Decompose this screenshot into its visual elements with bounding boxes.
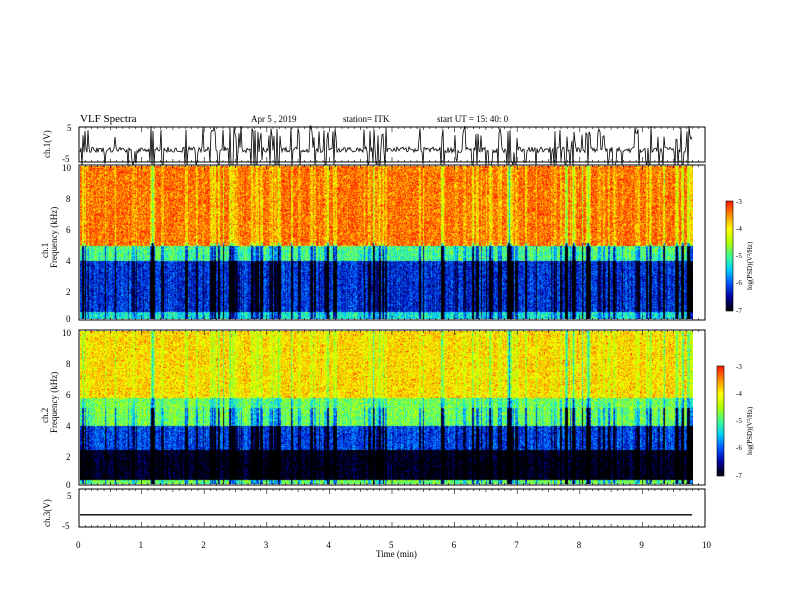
ch1-waveform-panel: 5 -5 ch.1(V) xyxy=(42,123,706,167)
ch1-spectrogram-ylabel-2: Frequency (kHz) xyxy=(49,207,59,268)
x-axis-label: Time (min) xyxy=(376,549,417,559)
x-tick-label: 3 xyxy=(264,540,269,550)
x-tick-label: 7 xyxy=(514,540,519,550)
ch2-ytick-4: 4 xyxy=(66,421,71,431)
ch2-spectrogram-yticks: 0 2 4 6 8 10 xyxy=(62,328,72,490)
x-tick-label: 1 xyxy=(139,540,144,550)
ch3-waveform-panel: 5 -5 ch.3(V) xyxy=(42,488,706,531)
ch2-cbar-tick-m4: -4 xyxy=(736,390,742,398)
date-label: Apr 5 , 2019 xyxy=(251,114,297,124)
ch1-ytick-bottom: -5 xyxy=(62,154,70,164)
ch1-spectrogram-ylabel-1: ch.1 xyxy=(40,243,50,258)
ch1-colorbar-label: log(PSD)(V²/Hz) xyxy=(746,241,754,290)
ch1-ytick-top: 5 xyxy=(67,123,72,133)
ch3-waveform-ylabel: ch.3(V) xyxy=(42,499,52,527)
ch3-ytick-bottom: -5 xyxy=(62,521,70,531)
ch1-cbar-tick-m7: -7 xyxy=(736,307,742,315)
ch1-colorbar-frame xyxy=(725,200,734,312)
ch1-spectrogram-panel: 0 2 4 6 8 10 ch.1 Frequency (kHz) -3 -4 … xyxy=(40,163,754,324)
ch1-ytick-2: 2 xyxy=(66,287,71,297)
ch1-cbar-tick-m4: -4 xyxy=(736,225,742,233)
x-tick-label: 4 xyxy=(326,540,331,550)
ch2-ytick-6: 6 xyxy=(66,390,71,400)
ch3-ytick-top: 5 xyxy=(67,491,72,501)
ch2-spectrogram-image xyxy=(80,331,693,484)
ch2-ytick-0: 0 xyxy=(66,480,71,490)
x-tick-label: 5 xyxy=(389,540,394,550)
ch1-cbar-tick-m5: -5 xyxy=(736,252,742,260)
ch1-ytick-6: 6 xyxy=(66,225,71,235)
ch2-cbar-tick-m7: -7 xyxy=(736,472,742,480)
x-tick-label: 0 xyxy=(76,540,81,550)
ch1-ytick-8: 8 xyxy=(66,194,71,204)
ch1-colorbar xyxy=(726,201,733,311)
ch1-waveform-ylabel: ch.1(V) xyxy=(42,130,52,158)
start-time-label: start UT = 15: 40: 0 xyxy=(437,114,509,124)
ch2-spectrogram-ylabel-1: ch.2 xyxy=(40,408,50,423)
ch1-ytick-4: 4 xyxy=(66,256,71,266)
ch1-ytick-10: 10 xyxy=(62,163,72,173)
x-tick-label: 6 xyxy=(452,540,457,550)
x-tick-label: 8 xyxy=(577,540,582,550)
ch1-cbar-tick-m3: -3 xyxy=(736,198,742,206)
ch2-colorbar-frame xyxy=(716,365,725,477)
figure-title: VLF Spectra xyxy=(80,113,137,125)
ch2-colorbar-label: log(PSD)(V²/Hz) xyxy=(746,406,754,455)
ch1-ytick-0: 0 xyxy=(66,314,71,324)
axis-tick-marks xyxy=(78,127,706,527)
ch1-spectrogram-image xyxy=(80,166,693,319)
x-axis-tick-labels: 0 1 2 3 4 5 6 7 8 9 10 xyxy=(76,540,712,550)
x-tick-label: 10 xyxy=(702,540,712,550)
ch2-spectrogram-panel: 0 2 4 6 8 10 ch.2 Frequency (kHz) -3 -4 … xyxy=(40,328,754,490)
ch2-cbar-tick-m5: -5 xyxy=(736,417,742,425)
ch3-waveform-frame xyxy=(78,488,706,528)
ch2-spectrogram-ylabel-2: Frequency (kHz) xyxy=(49,372,59,433)
ch2-ytick-8: 8 xyxy=(66,359,71,369)
ch2-cbar-tick-m6: -6 xyxy=(736,444,742,452)
ch2-ytick-2: 2 xyxy=(66,452,71,462)
ch1-waveform-frame xyxy=(78,126,706,163)
ch1-cbar-tick-m6: -6 xyxy=(736,279,742,287)
x-tick-label: 9 xyxy=(639,540,644,550)
ch2-colorbar xyxy=(717,366,724,476)
station-label: station= ITK xyxy=(343,114,390,124)
ch2-cbar-tick-m3: -3 xyxy=(736,363,742,371)
x-tick-label: 2 xyxy=(201,540,206,550)
ch1-spectrogram-yticks: 0 2 4 6 8 10 xyxy=(62,163,72,324)
ch2-ytick-10: 10 xyxy=(62,328,72,338)
